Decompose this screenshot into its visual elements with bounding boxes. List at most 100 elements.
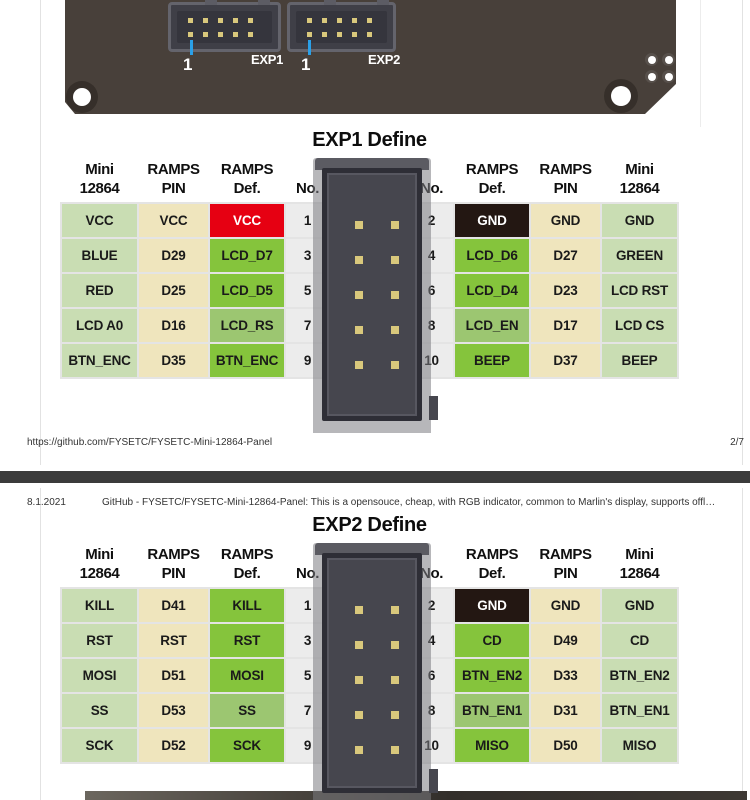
footer-url: https://github.com/FYSETC/FYSETC-Mini-12… — [27, 437, 273, 448]
pin-cell: D33 — [531, 659, 600, 692]
pin-cell: GND — [602, 204, 677, 237]
pin-cell: RST — [210, 624, 284, 657]
exp2-header-cell: RAMPS Def. — [465, 546, 519, 582]
idc-pin — [355, 256, 363, 264]
header-pin — [322, 32, 327, 37]
pin-cell: VCC — [210, 204, 284, 237]
via-dot — [645, 53, 658, 66]
exp2-header-cell: RAMPS PIN — [539, 546, 592, 582]
pin-cell: BTN_EN2 — [602, 659, 677, 692]
idc-pin — [391, 676, 399, 684]
idc-pin — [355, 606, 363, 614]
pin-cell: LCD RST — [602, 274, 677, 307]
idc-pin — [355, 221, 363, 229]
header-pin — [352, 18, 357, 23]
pin-cell: CD — [602, 624, 677, 657]
header-pin — [352, 32, 357, 37]
header-pin — [233, 18, 238, 23]
idc-pin — [391, 746, 399, 754]
idc-pin — [391, 291, 399, 299]
pin-cell: D49 — [531, 624, 600, 657]
header-pin — [218, 32, 223, 37]
pin-cell: D51 — [139, 659, 208, 692]
header-title: GitHub - FYSETC/FYSETC-Mini-12864-Panel:… — [102, 497, 717, 508]
pin-cell: SS — [210, 694, 284, 727]
pcb-board-graphic: 1 EXP1 1 EXP2 — [65, 0, 676, 114]
header-pin — [248, 18, 253, 23]
pin-cell: CD — [455, 624, 529, 657]
pin1-tick — [190, 40, 193, 55]
pin-cell: BTN_ENC — [62, 344, 137, 377]
exp1-header-cell: RAMPS Def. — [220, 161, 274, 197]
pin-cell: LCD A0 — [62, 309, 137, 342]
pin-cell: BLUE — [62, 239, 137, 272]
pin-cell: LCD_D5 — [210, 274, 284, 307]
idc-side-tab — [429, 396, 438, 420]
pin-cell: LCD_D6 — [455, 239, 529, 272]
pin-cell: BEEP — [455, 344, 529, 377]
idc-pin — [355, 326, 363, 334]
exp1-header-cell: Mini 12864 — [79, 161, 120, 197]
header-pin — [367, 32, 372, 37]
pin-cell: GND — [455, 589, 529, 622]
exp2-header-cell: RAMPS PIN — [147, 546, 200, 582]
pin-cell: LCD_D7 — [210, 239, 284, 272]
exp2-header-cell: RAMPS Def. — [220, 546, 274, 582]
pin-cell: KILL — [62, 589, 137, 622]
pin-cell: D25 — [139, 274, 208, 307]
pin-cell: RST — [139, 624, 208, 657]
mounting-hole-center — [611, 86, 631, 106]
pin-cell: GND — [531, 589, 600, 622]
idc-pin — [355, 711, 363, 719]
pin-cell: BTN_EN1 — [602, 694, 677, 727]
pin-cell: MISO — [455, 729, 529, 762]
via-dot — [662, 53, 675, 66]
exp1-header-cell: RAMPS Def. — [465, 161, 519, 197]
pin1-tick — [308, 40, 311, 55]
idc-top-cap — [315, 543, 429, 555]
page-edge-line — [742, 0, 743, 465]
pin-cell: VCC — [139, 204, 208, 237]
pin-cell: SS — [62, 694, 137, 727]
header-pin — [233, 32, 238, 37]
exp1-header-cell: Mini 12864 — [619, 161, 660, 197]
idc-pin — [391, 326, 399, 334]
exp2-title: EXP2 Define — [312, 514, 427, 536]
pin-cell: BEEP — [602, 344, 677, 377]
header-pin — [188, 18, 193, 23]
idc-top-cap — [315, 158, 429, 170]
pin-cell: KILL — [210, 589, 284, 622]
pin1-label: 1 — [183, 55, 193, 74]
mounting-hole-center — [73, 88, 91, 106]
pin-cell: MOSI — [210, 659, 284, 692]
idc-pin — [355, 746, 363, 754]
header-pin — [307, 32, 312, 37]
pin-cell: LCD CS — [602, 309, 677, 342]
pin-cell: LCD_D4 — [455, 274, 529, 307]
exp2-connector-graphic — [287, 2, 396, 52]
idc-pin — [355, 361, 363, 369]
exp1-header-cell: RAMPS PIN — [147, 161, 200, 197]
pin-cell: D41 — [139, 589, 208, 622]
exp2-header-cell: Mini 12864 — [79, 546, 120, 582]
image-block-edge-line — [700, 0, 701, 127]
page-edge-line — [742, 488, 743, 800]
idc-pin — [391, 711, 399, 719]
via-dot — [645, 70, 658, 83]
header-pin — [218, 18, 223, 23]
pin-cell: BTN_EN2 — [455, 659, 529, 692]
exp2-idc-core — [322, 553, 422, 793]
idc-pin — [391, 256, 399, 264]
pin-cell: RST — [62, 624, 137, 657]
pin-cell: LCD_EN — [455, 309, 529, 342]
pin-cell: VCC — [62, 204, 137, 237]
pin-cell: D35 — [139, 344, 208, 377]
exp2-silkscreen-label: EXP2 — [368, 52, 401, 67]
header-pin — [367, 18, 372, 23]
pin-cell: D27 — [531, 239, 600, 272]
pin-cell: LCD_RS — [210, 309, 284, 342]
header-pin — [248, 32, 253, 37]
idc-pin — [391, 361, 399, 369]
page-separator — [0, 471, 750, 483]
